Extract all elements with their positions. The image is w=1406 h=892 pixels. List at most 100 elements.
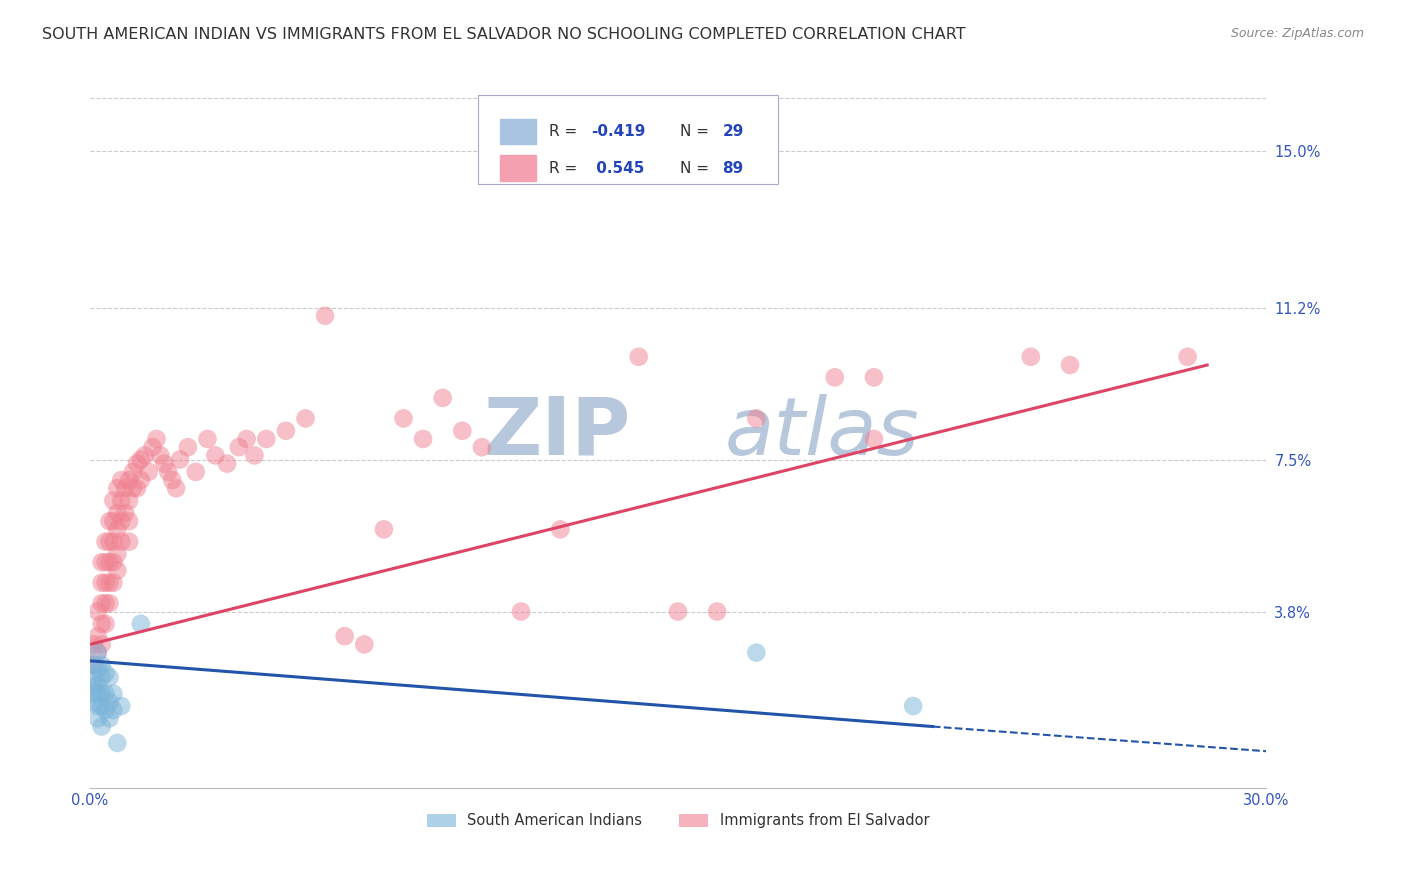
Point (157, 465, 180, 479)
Point (824, 370, 846, 384)
Point (745, 411, 768, 425)
Point (94, 666, 117, 681)
Point (90, 698, 112, 713)
Point (666, 605, 689, 619)
Point (901, 698, 924, 713)
Text: R =: R = (548, 124, 582, 139)
Point (125, 457, 148, 471)
Point (90, 687, 112, 701)
Point (114, 506, 136, 520)
Point (94, 555, 117, 569)
Point (706, 605, 728, 619)
Point (86, 711, 108, 725)
Point (94, 534, 117, 549)
Point (90, 616, 112, 631)
Point (863, 370, 886, 384)
Point (129, 452, 152, 467)
Point (94, 616, 117, 631)
Point (98, 555, 121, 569)
Point (392, 411, 415, 425)
Point (118, 493, 141, 508)
Point (333, 629, 356, 643)
Point (98, 670, 121, 684)
Point (83, 695, 105, 709)
Point (412, 432, 434, 446)
Point (105, 481, 128, 495)
Point (90, 575, 112, 590)
Point (83, 687, 105, 701)
Point (105, 547, 128, 561)
Point (125, 481, 148, 495)
Text: -0.419: -0.419 (591, 124, 645, 139)
Point (86, 662, 108, 676)
Point (86, 646, 108, 660)
Point (105, 506, 128, 520)
Point (94, 703, 117, 717)
Point (118, 514, 141, 528)
Point (129, 616, 152, 631)
Point (142, 440, 165, 454)
Point (204, 449, 226, 463)
Text: R =: R = (548, 161, 582, 176)
Point (197, 432, 219, 446)
Point (134, 449, 156, 463)
Point (745, 646, 768, 660)
Point (1177, 350, 1199, 364)
Point (90, 720, 112, 734)
Point (86, 698, 108, 713)
Point (129, 473, 152, 487)
Point (105, 736, 128, 750)
Point (83, 657, 105, 672)
Point (627, 350, 650, 364)
Point (118, 534, 141, 549)
Point (98, 575, 121, 590)
Bar (501, 155, 536, 181)
Point (90, 596, 112, 610)
Point (118, 473, 141, 487)
Point (98, 514, 121, 528)
Point (86, 629, 108, 643)
Point (103, 534, 125, 549)
Point (165, 481, 187, 495)
Point (153, 457, 176, 471)
Point (105, 564, 128, 578)
Point (149, 449, 172, 463)
Point (274, 424, 297, 438)
Point (90, 637, 112, 651)
Point (94, 687, 117, 701)
Point (471, 440, 494, 454)
Point (863, 432, 886, 446)
Point (122, 481, 145, 495)
Point (86, 687, 108, 701)
Point (83, 657, 105, 672)
Point (1019, 350, 1042, 364)
Point (103, 703, 125, 717)
Point (138, 465, 160, 479)
Point (86, 605, 108, 619)
Point (110, 698, 132, 713)
Point (98, 695, 121, 709)
Point (86, 646, 108, 660)
Point (228, 440, 250, 454)
Point (83, 678, 105, 692)
Point (217, 457, 239, 471)
Point (103, 493, 125, 508)
Point (90, 555, 112, 569)
Point (550, 522, 572, 536)
Point (373, 522, 395, 536)
Point (103, 555, 125, 569)
Text: N =: N = (681, 161, 714, 176)
Point (83, 670, 105, 684)
Point (98, 596, 121, 610)
Text: Source: ZipAtlas.com: Source: ZipAtlas.com (1230, 27, 1364, 40)
Point (110, 473, 132, 487)
Point (86, 678, 108, 692)
Text: SOUTH AMERICAN INDIAN VS IMMIGRANTS FROM EL SALVADOR NO SCHOOLING COMPLETED CORR: SOUTH AMERICAN INDIAN VS IMMIGRANTS FROM… (42, 27, 966, 42)
Point (94, 596, 117, 610)
Point (353, 637, 375, 651)
Point (254, 432, 277, 446)
Text: 89: 89 (723, 161, 744, 176)
Point (177, 440, 200, 454)
Point (110, 534, 132, 549)
Point (451, 424, 474, 438)
